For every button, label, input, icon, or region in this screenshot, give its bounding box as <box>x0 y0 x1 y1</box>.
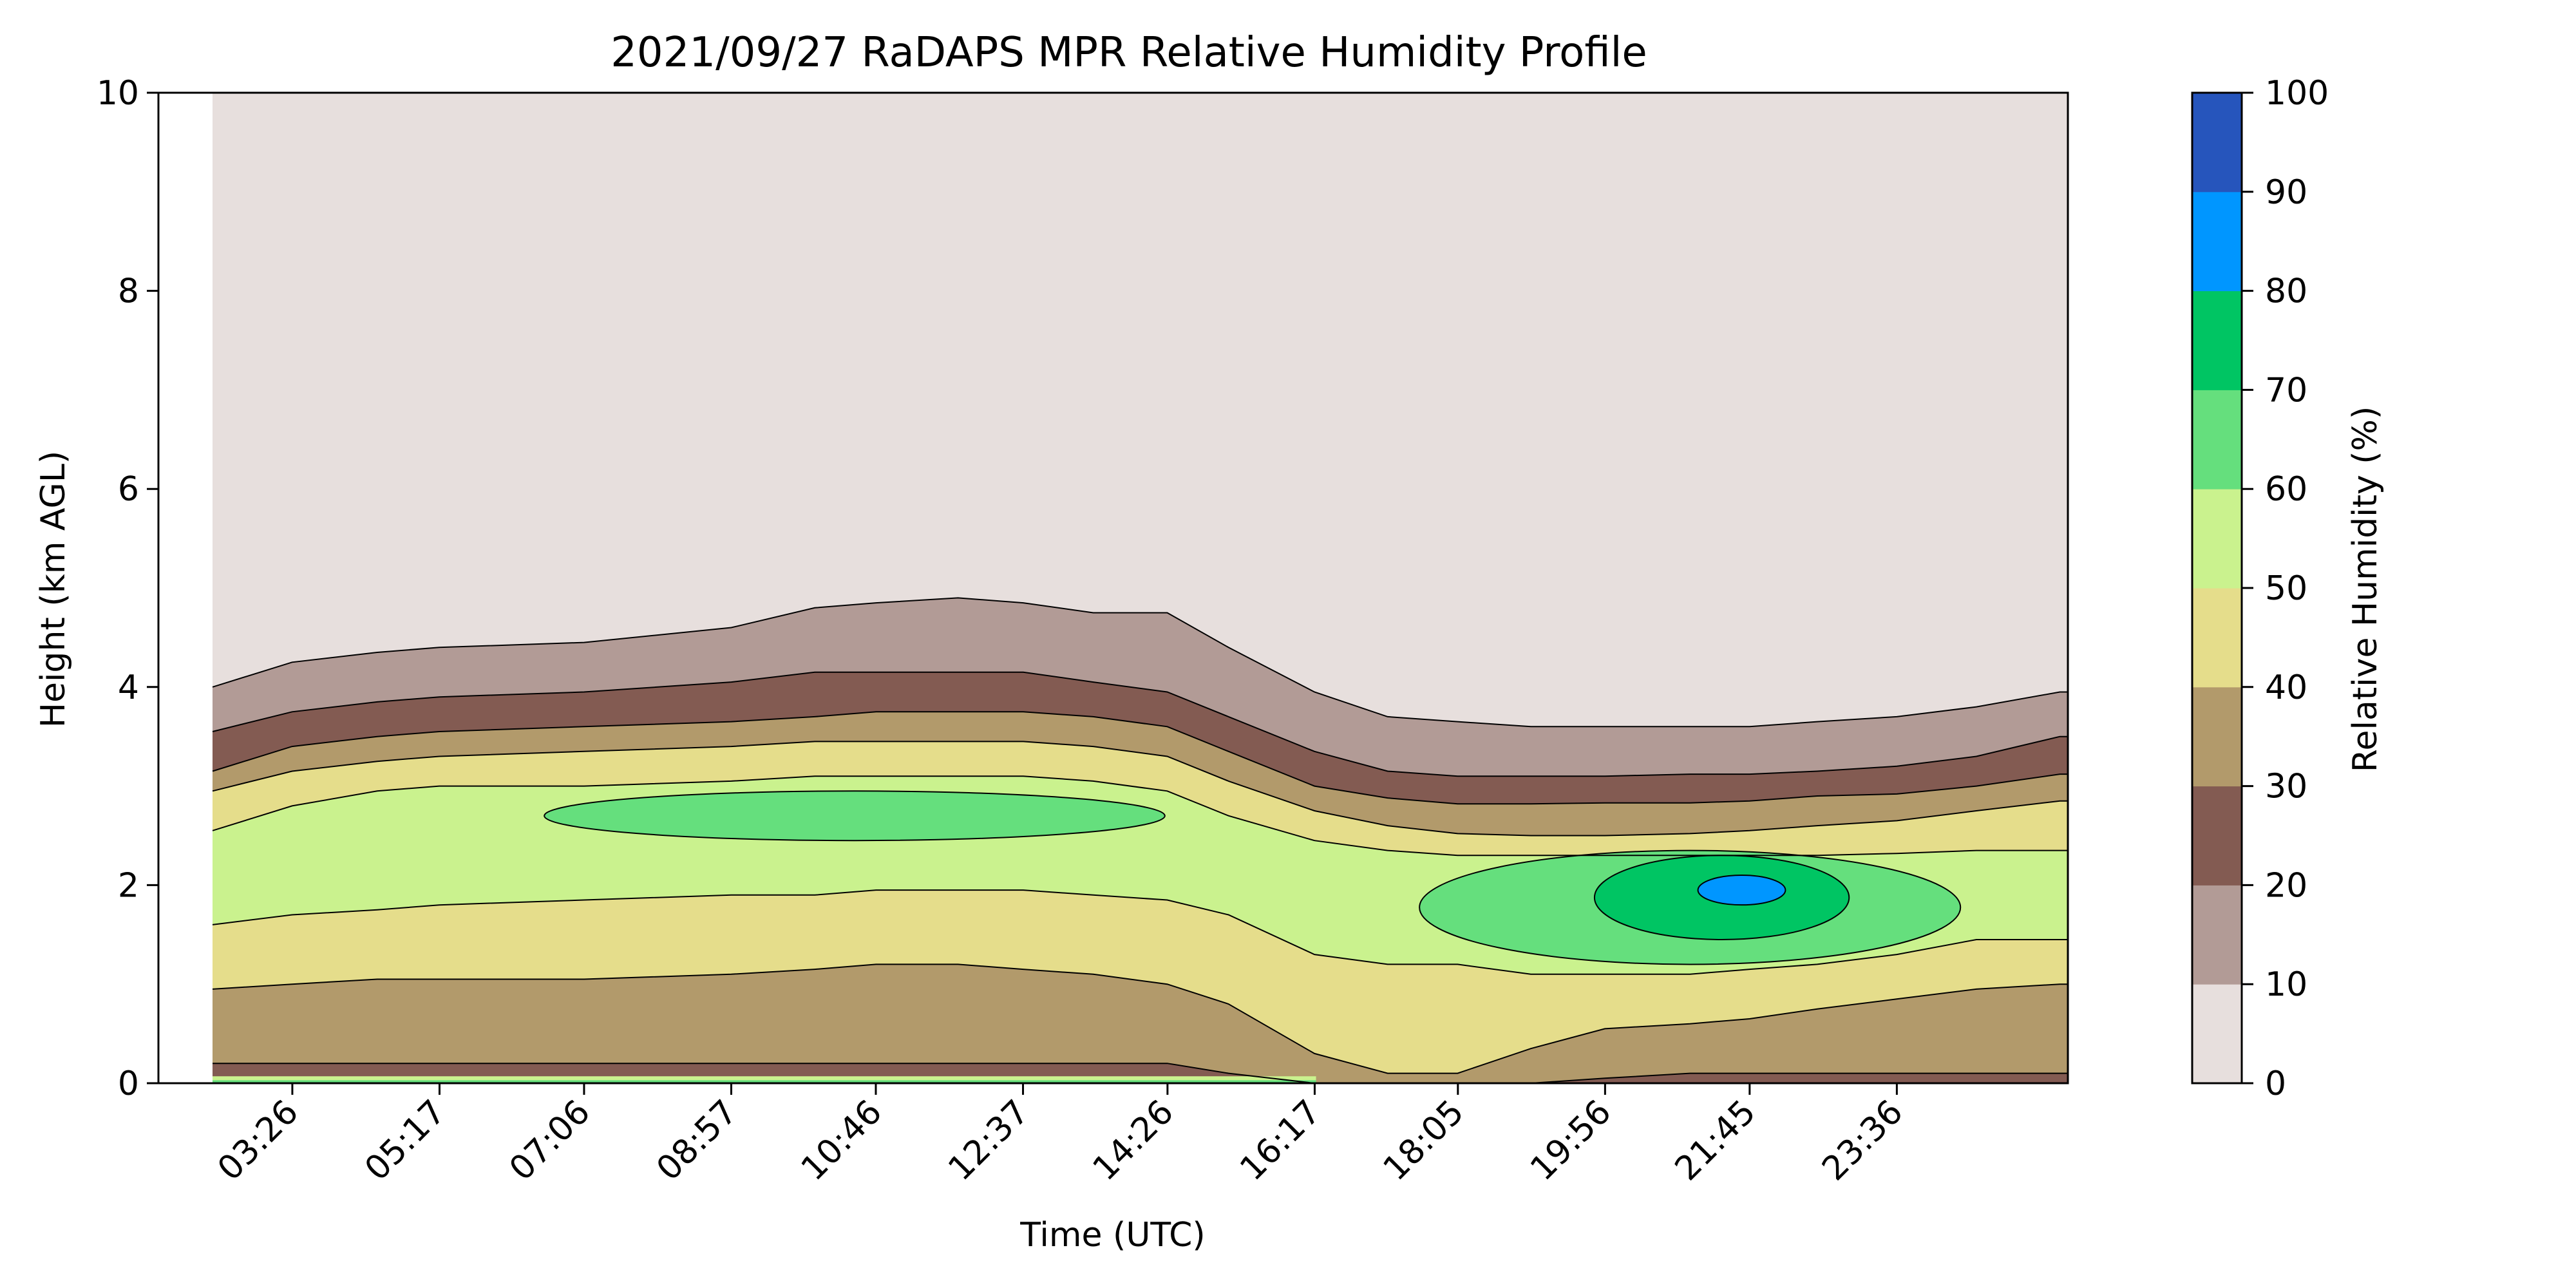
y-tick-label: 0 <box>118 1065 139 1103</box>
colorbar-swatch <box>2192 588 2242 688</box>
rh-band-40-lower <box>213 964 2068 1083</box>
x-axis-ticks: 03:26 05:17 07:06 08:57 10:46 12:37 14:26 16:17… <box>211 1083 1911 1188</box>
rh-contour-50-upper <box>212 775 2068 857</box>
x-axis-label: Time (UTC) <box>1019 1216 1205 1255</box>
colorbar-swatch <box>2192 786 2242 886</box>
x-tick-label: 03:26 <box>211 1093 306 1188</box>
rh-moist-region-60-0 <box>544 790 1166 842</box>
y-tick-label: 10 <box>97 74 139 113</box>
y-axis-label: Height (km AGL) <box>34 451 73 728</box>
y-tick-label: 4 <box>118 668 139 707</box>
colorbar-tick-label: 90 <box>2265 173 2307 212</box>
colorbar-tick-label: 50 <box>2265 569 2307 608</box>
x-tick-label: 23:36 <box>1815 1093 1910 1188</box>
colorbar-tick-label: 10 <box>2265 965 2307 1004</box>
rh-contour-10-upper <box>212 597 2068 728</box>
colorbar-tick-label: 70 <box>2265 371 2307 410</box>
rh-contour-50-lower <box>212 889 2068 975</box>
colorbar-tick-label: 30 <box>2265 768 2307 806</box>
colorbar-swatch <box>2192 687 2242 787</box>
colorbar-label: Relative Humidity (%) <box>2346 406 2385 773</box>
x-tick-label: 08:57 <box>649 1093 744 1188</box>
rh-contour-40-upper <box>212 741 2068 837</box>
plot-frame <box>157 91 2069 1084</box>
y-tick-label: 2 <box>118 866 139 905</box>
rh-moist-region-80-3 <box>1697 875 1786 906</box>
rh-contour-30-lower <box>213 1063 2068 1084</box>
x-tick-label: 21:45 <box>1668 1093 1763 1188</box>
colorbar-tick-label: 60 <box>2265 470 2307 509</box>
x-tick-label: 18:05 <box>1376 1093 1472 1188</box>
x-tick-label: 10:46 <box>794 1093 889 1188</box>
colorbar-tick-label: 20 <box>2265 866 2307 905</box>
colorbar-swatch <box>2192 489 2242 589</box>
colorbar-swatch <box>2192 885 2242 985</box>
rh-contour-30-upper <box>212 711 2068 805</box>
y-axis-ticks: 0 2 4 6 8 10 <box>97 74 158 1103</box>
colorbar-tick-label: 100 <box>2265 74 2329 113</box>
colorbar-tick-label: 40 <box>2265 668 2307 707</box>
x-tick-label: 16:17 <box>1233 1093 1328 1188</box>
colorbar-swatch <box>2192 290 2242 390</box>
rh-surface-moist-layer <box>213 1076 1316 1083</box>
rh-contour-40-lower <box>212 963 2068 1074</box>
x-tick-label: 14:26 <box>1086 1093 1181 1188</box>
x-tick-label: 19:56 <box>1523 1093 1618 1188</box>
colorbar-tick-label: 0 <box>2265 1065 2286 1103</box>
rh-contour-20-upper <box>212 671 2068 777</box>
y-tick-label: 6 <box>118 470 139 509</box>
colorbar: 0 10 20 30 40 50 60 70 80 90 100 <box>2191 74 2329 1103</box>
rh-surface-moist-core <box>213 1080 1316 1083</box>
x-tick-label: 07:06 <box>502 1093 598 1188</box>
colorbar-swatch <box>2192 191 2242 292</box>
plot-area <box>212 93 2069 1084</box>
colorbar-swatch <box>2192 93 2242 193</box>
y-tick-label: 8 <box>118 272 139 311</box>
x-tick-label: 05:17 <box>357 1093 453 1188</box>
colorbar-swatch <box>2192 390 2242 489</box>
colorbar-swatch <box>2192 984 2242 1084</box>
chart-title: 2021/09/27 RaDAPS MPR Relative Humidity … <box>611 29 1647 77</box>
x-tick-label: 12:37 <box>941 1093 1036 1188</box>
colorbar-tick-label: 80 <box>2265 272 2307 311</box>
